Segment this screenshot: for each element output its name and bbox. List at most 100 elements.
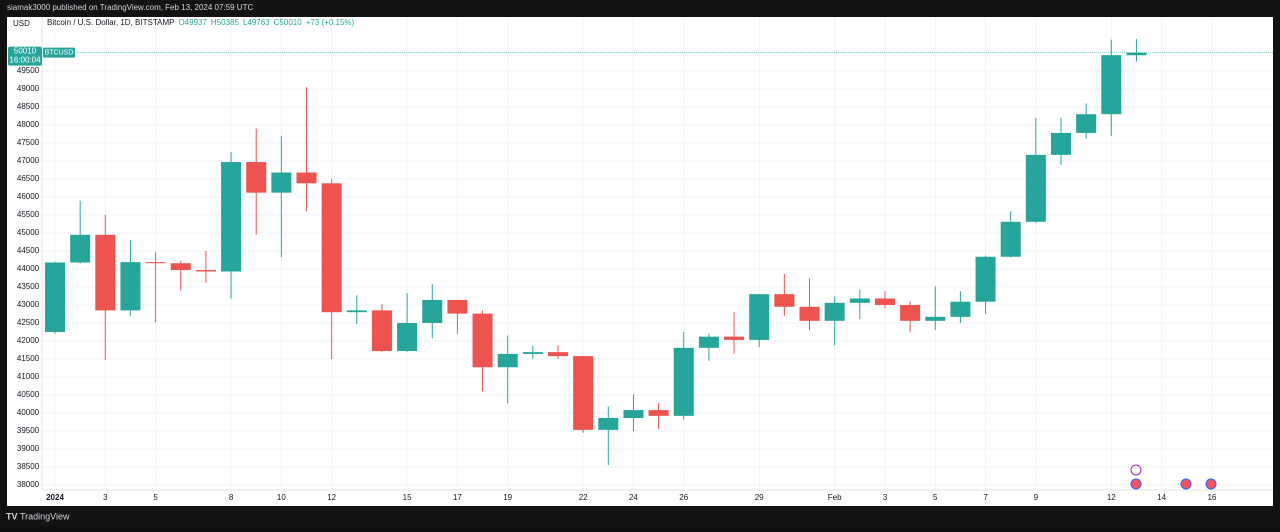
y-tick-label: 46000 xyxy=(17,192,40,201)
x-tick-label: 10 xyxy=(277,493,286,502)
candle-body xyxy=(522,352,543,354)
candle-body xyxy=(749,294,770,340)
candle-body xyxy=(1025,154,1046,222)
y-tick-label: 49000 xyxy=(17,84,40,93)
x-tick-label: 16 xyxy=(1207,493,1216,502)
y-tick-label: 44500 xyxy=(17,246,40,255)
candle-body xyxy=(1051,132,1071,155)
candle-body xyxy=(1000,221,1021,257)
x-tick-label: 29 xyxy=(755,493,764,502)
y-tick-label: 44000 xyxy=(17,264,40,273)
candle-body xyxy=(221,162,242,272)
y-tick-label: 42500 xyxy=(17,318,40,327)
chart-area xyxy=(7,17,1273,506)
y-tick-label: 49500 xyxy=(17,66,40,75)
y-tick-label: 38000 xyxy=(17,480,40,489)
candle-body xyxy=(623,410,644,419)
candle-body xyxy=(648,410,669,416)
candle-body xyxy=(422,299,443,323)
candle-body xyxy=(1101,55,1122,115)
candle-body xyxy=(95,234,116,311)
y-tick-label: 43000 xyxy=(17,300,40,309)
legend-value: +73 (+0.15%) xyxy=(306,18,355,27)
candle-body xyxy=(296,172,317,184)
publisher: siamak3000 published on TradingView.com,… xyxy=(7,3,253,12)
axis-unit: USD xyxy=(13,19,30,28)
candle-body xyxy=(120,262,141,311)
candle-body xyxy=(698,336,719,348)
x-tick-label: 3 xyxy=(883,493,888,502)
event-icon xyxy=(1180,478,1192,490)
candle-body xyxy=(246,162,267,193)
candle-body xyxy=(975,256,996,302)
y-tick-label: 39000 xyxy=(17,444,40,453)
candle-body xyxy=(774,294,795,307)
candle-body xyxy=(45,262,65,332)
price-tag-countdown: 16:00:04 xyxy=(9,56,41,65)
y-tick-label: 45000 xyxy=(17,228,40,237)
y-tick-label: 47500 xyxy=(17,138,40,147)
y-tick-label: 47000 xyxy=(17,156,40,165)
candle-body xyxy=(1126,52,1147,56)
y-tick-label: 41000 xyxy=(17,372,40,381)
candle-body xyxy=(170,263,191,271)
price-tag-value: 50010 xyxy=(14,47,37,56)
candle-body xyxy=(472,313,493,368)
plot xyxy=(42,17,1273,490)
brand-logo: TV xyxy=(6,511,18,521)
x-tick-label: 22 xyxy=(579,493,588,502)
y-tick-label: 40500 xyxy=(17,390,40,399)
x-tick-label: 17 xyxy=(453,493,462,502)
price-tag xyxy=(8,46,42,66)
x-tick-label: 12 xyxy=(1107,493,1116,502)
symbol-tag xyxy=(43,47,75,58)
x-tick-label: 26 xyxy=(679,493,688,502)
candle-body xyxy=(195,270,216,272)
candle-body xyxy=(849,298,870,303)
legend-value: O49937 xyxy=(178,18,207,27)
x-tick-label: 19 xyxy=(503,493,512,502)
x-tick-label: 8 xyxy=(229,493,234,502)
x-tick-label: 5 xyxy=(153,493,158,502)
event-icon xyxy=(1130,464,1142,476)
brand: TradingView xyxy=(20,511,70,521)
x-tick-label: 14 xyxy=(1157,493,1166,502)
legend-value: C50010 xyxy=(274,18,303,27)
legend-value: H50385 xyxy=(211,18,240,27)
candle-body xyxy=(271,172,292,193)
y-tick-label: 46500 xyxy=(17,174,40,183)
candle-body xyxy=(1076,114,1097,133)
x-tick-label: 12 xyxy=(327,493,336,502)
candle-body xyxy=(447,299,468,314)
candle-body xyxy=(598,418,619,430)
candle-body xyxy=(497,353,518,368)
y-tick-label: 39500 xyxy=(17,426,40,435)
x-tick-label: 3 xyxy=(103,493,108,502)
symbol-tag-text: BTCUSD xyxy=(45,49,74,56)
x-tick-label: 9 xyxy=(1034,493,1039,502)
candle-body xyxy=(573,356,594,430)
candle-body xyxy=(925,316,946,321)
y-tick-label: 42000 xyxy=(17,336,40,345)
candle-body xyxy=(145,262,166,264)
candle-body xyxy=(900,304,921,321)
candle-body xyxy=(346,310,367,313)
candle-body xyxy=(824,302,845,321)
candle-body xyxy=(397,322,418,352)
y-tick-label: 45500 xyxy=(17,210,40,219)
y-tick-label: 41500 xyxy=(17,354,40,363)
candle-body xyxy=(673,347,694,416)
x-tick-label: 15 xyxy=(403,493,412,502)
legend: Bitcoin / U.S. Dollar, 1D, BITSTAMP O4993… xyxy=(47,18,355,27)
y-tick-label: 48000 xyxy=(17,120,40,129)
candle-body xyxy=(799,306,820,321)
candle-body xyxy=(724,336,745,340)
y-tick-label: 40000 xyxy=(17,408,40,417)
x-tick-label: 5 xyxy=(933,493,938,502)
x-tick-label: 2024 xyxy=(46,493,64,502)
candle-body xyxy=(70,234,91,263)
candle-body xyxy=(321,183,342,313)
event-icon xyxy=(1130,478,1142,490)
x-tick-label: 24 xyxy=(629,493,638,502)
